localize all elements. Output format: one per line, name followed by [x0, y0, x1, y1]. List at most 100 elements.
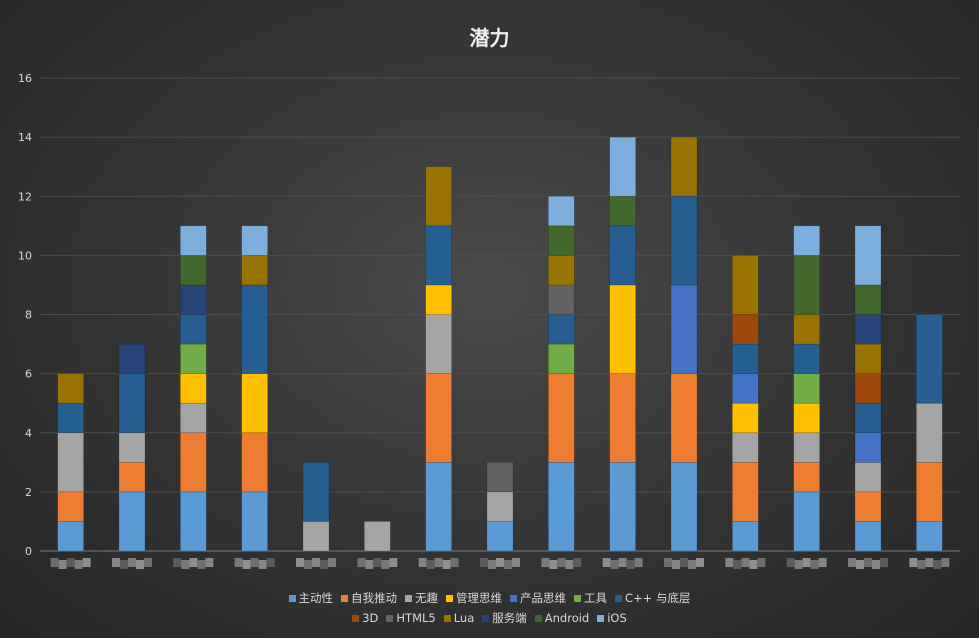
y-tick-label: 6 [25, 368, 32, 381]
bar-segment-0-13 [854, 521, 882, 552]
bar-segment-12-13 [854, 225, 882, 286]
bar-segment-3-9 [609, 284, 636, 374]
x-category-label-obscured [50, 558, 91, 569]
bar-segment-0-11 [732, 521, 759, 552]
bar-segment-1-10 [670, 373, 698, 463]
legend-swatch [405, 594, 413, 602]
legend-swatch [574, 594, 582, 602]
bar-segment-3-3 [241, 373, 268, 434]
x-category-label-obscured [480, 558, 520, 569]
y-tick-label: 8 [25, 309, 32, 322]
bar-segment-11-8 [548, 225, 575, 256]
bar-segment-9-6 [425, 166, 452, 227]
legend-swatch [615, 594, 623, 602]
x-category-label-obscured [357, 558, 398, 569]
y-tick-label: 4 [25, 427, 32, 440]
legend-label: 服务端 [492, 611, 527, 625]
bar-segment-6-10 [670, 195, 698, 286]
bar-segment-12-2 [180, 225, 207, 256]
bar-segment-3-6 [425, 284, 452, 315]
bar-segment-4-11 [732, 373, 759, 404]
x-category-label-obscured [173, 558, 214, 569]
bar-segment-0-6 [425, 462, 452, 552]
bar-segment-12-9 [609, 136, 636, 197]
bar-segment-4-10 [670, 284, 698, 374]
bar-segment-6-13 [854, 402, 882, 434]
legend-item: 自我推动 [341, 590, 397, 606]
legend-swatch [597, 614, 605, 622]
bar-segment-0-9 [609, 462, 636, 552]
bar-segment-10-13 [854, 314, 882, 345]
bar-segment-0-0 [57, 521, 84, 552]
bar-segment-1-14 [916, 462, 943, 522]
bar-segment-0-1 [118, 491, 146, 552]
legend-swatch [446, 594, 454, 602]
bar-segment-3-12 [793, 402, 820, 434]
bar-segment-1-12 [793, 462, 820, 493]
x-category-label-obscured [418, 558, 459, 569]
legend-label: 3D [362, 611, 379, 625]
bar-segment-9-11 [732, 255, 759, 315]
bar-segment-9-3 [241, 255, 268, 286]
bar-segment-0-8 [548, 462, 575, 552]
bar-segment-6-8 [548, 314, 575, 345]
bar-segment-0-7 [486, 521, 514, 552]
bar-segment-3-11 [732, 402, 759, 434]
bar-segment-1-8 [548, 373, 575, 463]
bar-segment-6-9 [609, 225, 636, 286]
bar-segment-6-0 [57, 402, 84, 434]
legend-label: Android [544, 611, 590, 625]
legend-label: 产品思维 [520, 591, 567, 605]
bar-segment-9-13 [854, 343, 882, 374]
bar-segment-6-3 [241, 284, 268, 374]
bar-segment-9-10 [670, 136, 698, 197]
legend-item: 主动性 [288, 590, 333, 606]
legend-swatch [352, 614, 360, 622]
bar-segment-9-8 [548, 255, 575, 286]
bar-segment-0-2 [180, 491, 207, 552]
legend-label: 无趣 [415, 591, 439, 605]
bar-segment-11-9 [609, 195, 636, 227]
y-tick-label: 10 [18, 249, 32, 262]
bar-segment-11-12 [793, 255, 820, 315]
y-tick-label: 12 [18, 190, 32, 203]
bar-segment-1-1 [118, 462, 146, 493]
bar-segment-0-3 [241, 491, 268, 552]
y-tick-label: 2 [25, 486, 32, 499]
bar-segment-0-10 [670, 462, 698, 552]
bar-segment-6-1 [118, 373, 146, 434]
legend-row-1: 主动性 自我推动 无趣 管理思维 产品思维 工具 C++ 与底层 [0, 590, 979, 606]
bar-segment-2-11 [732, 432, 759, 463]
x-category-label-obscured [234, 558, 275, 569]
bar-segment-1-2 [180, 432, 207, 493]
bar-segment-3-2 [180, 373, 207, 404]
bar-segment-6-2 [180, 314, 207, 345]
bar-segment-10-2 [180, 284, 207, 315]
legend-swatch [510, 594, 518, 602]
x-category-label-obscured [786, 558, 827, 569]
bar-segment-1-9 [609, 373, 636, 463]
bar-segment-11-2 [180, 255, 207, 286]
legend-swatch [341, 594, 349, 602]
x-category-label-obscured [725, 558, 766, 569]
bar-segment-0-14 [916, 521, 943, 552]
bar-segment-6-4 [302, 462, 330, 522]
bar-segment-5-2 [180, 343, 207, 374]
legend-item: Lua [443, 610, 474, 626]
legend-swatch [443, 614, 451, 622]
legend-label: 管理思维 [456, 591, 503, 605]
bar-segment-7-11 [732, 314, 759, 345]
bar-segment-5-8 [548, 343, 575, 374]
bar-segment-2-14 [916, 402, 943, 463]
bar-segment-12-8 [548, 195, 575, 227]
bar-segment-6-14 [916, 314, 943, 404]
legend-item: 产品思维 [510, 590, 566, 606]
legend-swatch [386, 614, 394, 622]
legend-item: 无趣 [405, 590, 438, 606]
bar-segment-8-7 [486, 462, 514, 493]
bar-segment-9-12 [793, 314, 820, 345]
bar-segment-1-11 [732, 462, 759, 522]
x-category-label-obscured [602, 558, 643, 569]
